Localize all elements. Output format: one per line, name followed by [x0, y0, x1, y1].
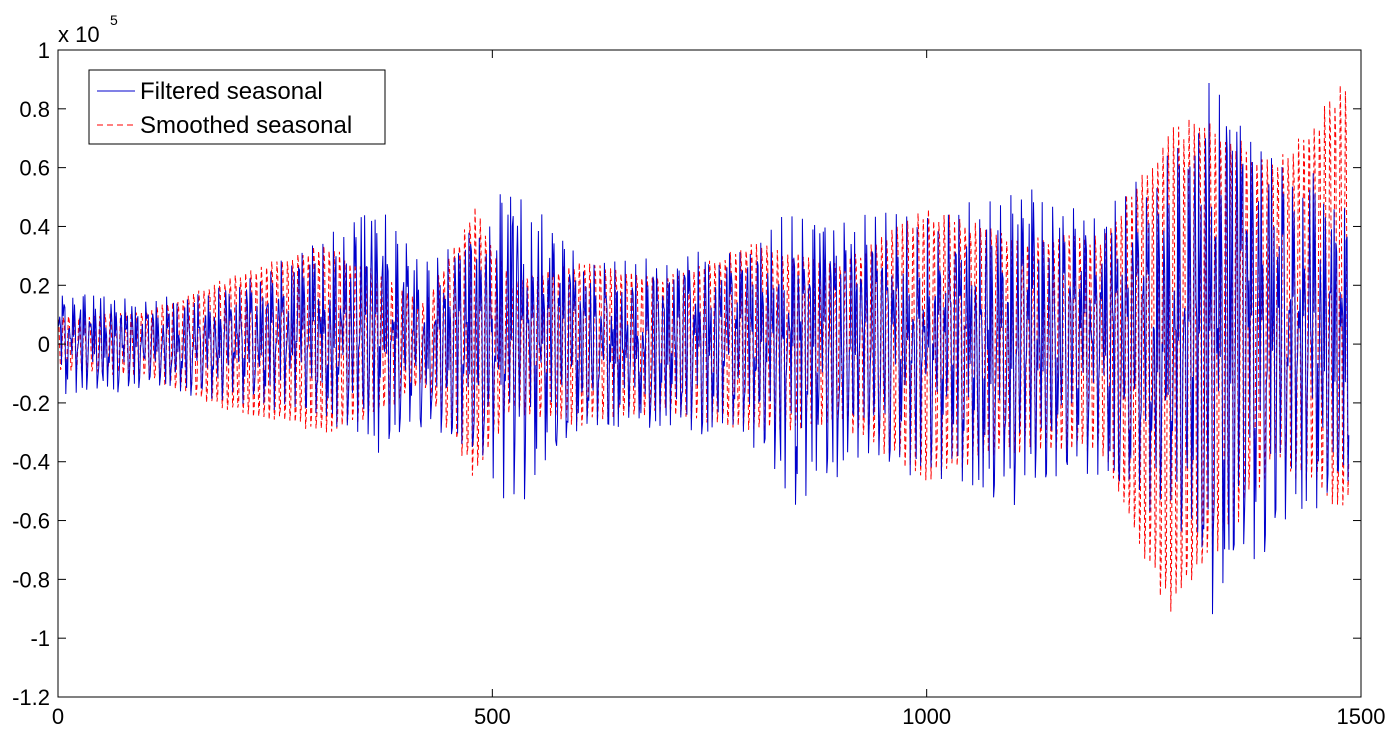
legend: Filtered seasonal Smoothed seasonal	[88, 69, 386, 145]
x-tick-label: 500	[474, 704, 511, 729]
y-tick-label: -0.2	[12, 391, 50, 416]
legend-label-smoothed: Smoothed seasonal	[140, 112, 352, 139]
y-tick-label: -1.2	[12, 685, 50, 710]
ticks-layer: 0 500 1000 1500 1 0.8 0.6 0.4 0.2 0 -0.2 -0.4 -0.6 -0…	[12, 38, 1385, 729]
y-scale-exponent-base: x 10	[58, 22, 100, 47]
x-tick-label: 0	[52, 704, 64, 729]
y-tick-label: -0.8	[12, 567, 50, 592]
x-tick-label: 1500	[1337, 704, 1386, 729]
y-tick-label: -0.4	[12, 450, 50, 475]
y-tick-label: 0.6	[19, 156, 50, 181]
legend-box	[88, 69, 386, 145]
y-scale-exponent-power: 5	[110, 12, 118, 28]
plot-frame	[57, 49, 1362, 698]
series-filtered-seasonal	[57, 82, 1350, 615]
legend-label-filtered: Filtered seasonal	[140, 78, 323, 105]
y-tick-label: 0	[38, 332, 50, 357]
y-tick-label: 1	[38, 38, 50, 63]
y-tick-label: 0.4	[19, 214, 50, 239]
y-tick-label: -1	[30, 626, 50, 651]
y-tick-label: -0.6	[12, 509, 50, 534]
y-scale-exponent: x 10 5	[58, 12, 118, 47]
y-tick-label: 0.2	[19, 273, 50, 298]
y-tick-label: 0.8	[19, 97, 50, 122]
series-layer	[57, 82, 1350, 615]
x-tick-label: 1000	[902, 704, 951, 729]
